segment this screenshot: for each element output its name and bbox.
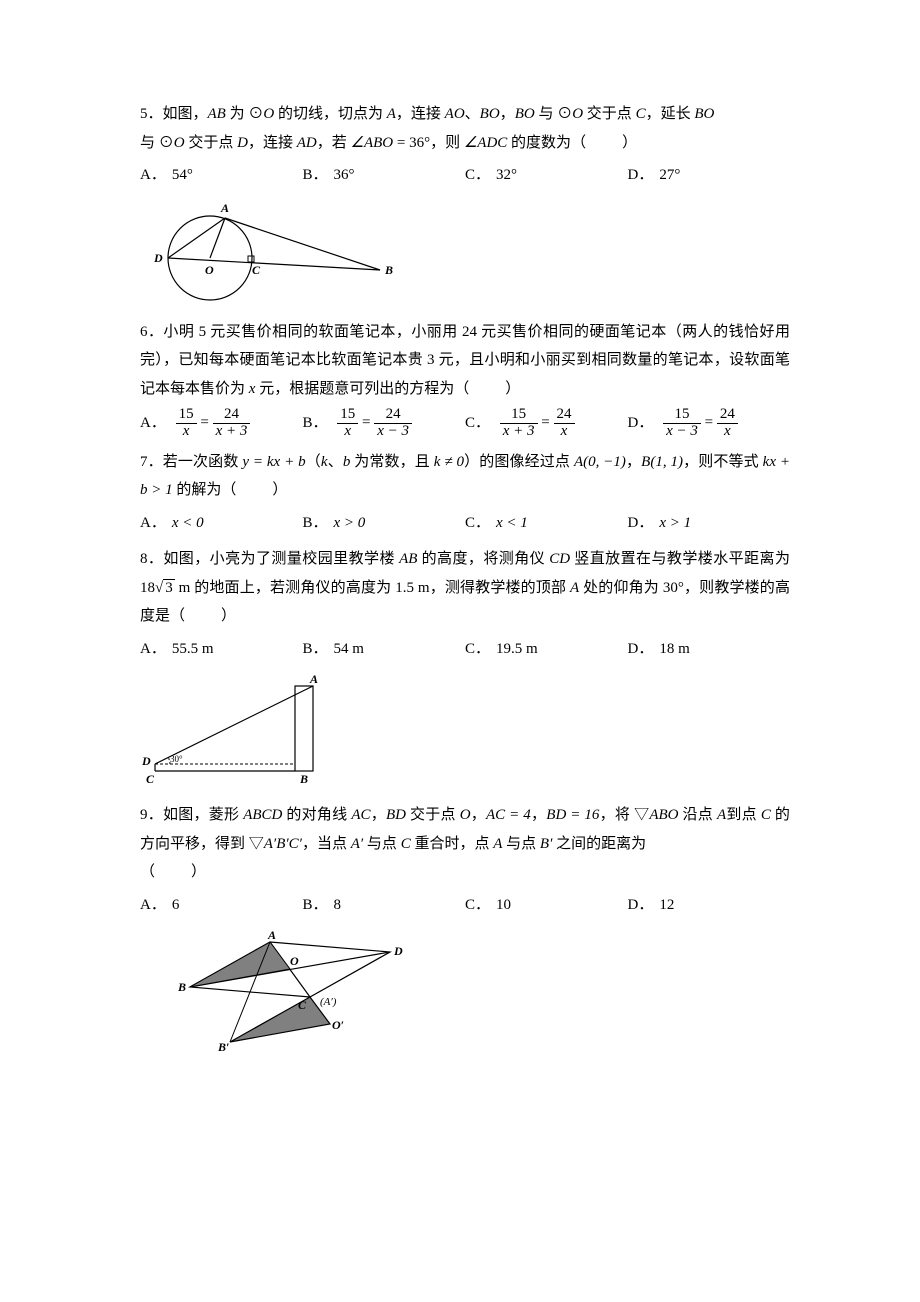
q5-num: 5 <box>140 106 148 122</box>
q7-text: 7．若一次函数 y = kx + b（k、b 为常数，且 k ≠ 0）的图像经过… <box>140 448 790 505</box>
q7-opt-b: B．x > 0 <box>303 509 466 538</box>
q9-label-d: D <box>393 944 403 958</box>
q5-opt-c: C．32° <box>465 161 628 190</box>
q9-label-b: B <box>177 980 186 994</box>
q8-figure: 30° A B C D <box>140 671 790 791</box>
q9-label-c: C <box>298 998 307 1012</box>
q9-opt-b: B．8 <box>303 891 466 920</box>
q8-label-b: B <box>299 772 308 786</box>
q9-label-ap: (A′) <box>320 996 337 1008</box>
q8-opt-b: B．54 m <box>303 635 466 664</box>
q6-opt-a: A． 15x = 24x + 3 <box>140 407 303 440</box>
q8-label-d: D <box>141 754 151 768</box>
q5-label-o: O <box>205 263 214 277</box>
q9-label-op: O′ <box>332 1018 344 1032</box>
question-6: 6．小明 5 元买售价相同的软面笔记本，小丽用 24 元买售价相同的硬面笔记本（… <box>140 318 790 440</box>
q6-options: A． 15x = 24x + 3 B． 15x = 24x − 3 C． 15x… <box>140 407 790 440</box>
q5-figure: A B C D O <box>140 198 790 308</box>
q7-options: A．x < 0 B．x > 0 C．x < 1 D．x > 1 <box>140 509 790 538</box>
q9-label-a: A <box>267 928 276 942</box>
q5-label-a: A <box>220 201 229 215</box>
q6-opt-d: D． 15x − 3 = 24x <box>628 407 791 440</box>
q5-label-b: B <box>384 263 393 277</box>
question-8: 8．如图，小亮为了测量校园里教学楼 AB 的高度，将测角仪 CD 竖直放置在与教… <box>140 545 790 791</box>
q9-text: 9．如图，菱形 ABCD 的对角线 AC，BD 交于点 O，AC = 4，BD … <box>140 801 790 887</box>
q8-opt-d: D．18 m <box>628 635 791 664</box>
q7-opt-d: D．x > 1 <box>628 509 791 538</box>
q9-label-bp: B′ <box>217 1040 229 1054</box>
q5-opt-d: D．27° <box>628 161 791 190</box>
q5-text: 5．如图，AB 为 ⊙O 的切线，切点为 A，连接 AO、BO，BO 与 ⊙O … <box>140 100 790 157</box>
q6-text: 6．小明 5 元买售价相同的软面笔记本，小丽用 24 元买售价相同的硬面笔记本（… <box>140 318 790 404</box>
q7-opt-c: C．x < 1 <box>465 509 628 538</box>
q9-figure: A D B C (A′) O B′ O′ <box>140 927 790 1087</box>
q5-label-c: C <box>252 263 261 277</box>
q8-opt-a: A．55.5 m <box>140 635 303 664</box>
q7-num: 7 <box>140 454 148 470</box>
q6-opt-b: B． 15x = 24x − 3 <box>303 407 466 440</box>
q7-opt-a: A．x < 0 <box>140 509 303 538</box>
q9-opt-d: D．12 <box>628 891 791 920</box>
question-7: 7．若一次函数 y = kx + b（k、b 为常数，且 k ≠ 0）的图像经过… <box>140 448 790 538</box>
q8-label-ang: 30° <box>170 754 183 764</box>
q9-options: A．6 B．8 C．10 D．12 <box>140 891 790 920</box>
q8-opt-c: C．19.5 m <box>465 635 628 664</box>
q5-opt-b: B．36° <box>303 161 466 190</box>
q8-num: 8 <box>140 551 148 567</box>
q8-options: A．55.5 m B．54 m C．19.5 m D．18 m <box>140 635 790 664</box>
q8-label-a: A <box>309 672 318 686</box>
q6-opt-c: C． 15x + 3 = 24x <box>465 407 628 440</box>
question-9: 9．如图，菱形 ABCD 的对角线 AC，BD 交于点 O，AC = 4，BD … <box>140 801 790 1087</box>
q9-label-o: O <box>290 954 299 968</box>
q6-num: 6 <box>140 324 148 340</box>
question-5: 5．如图，AB 为 ⊙O 的切线，切点为 A，连接 AO、BO，BO 与 ⊙O … <box>140 100 790 308</box>
q5-options: A．54° B．36° C．32° D．27° <box>140 161 790 190</box>
q8-label-c: C <box>146 772 155 786</box>
q8-text: 8．如图，小亮为了测量校园里教学楼 AB 的高度，将测角仪 CD 竖直放置在与教… <box>140 545 790 631</box>
q9-opt-c: C．10 <box>465 891 628 920</box>
q5-label-d: D <box>153 251 163 265</box>
q5-opt-a: A．54° <box>140 161 303 190</box>
q9-num: 9 <box>140 807 148 823</box>
q9-opt-a: A．6 <box>140 891 303 920</box>
